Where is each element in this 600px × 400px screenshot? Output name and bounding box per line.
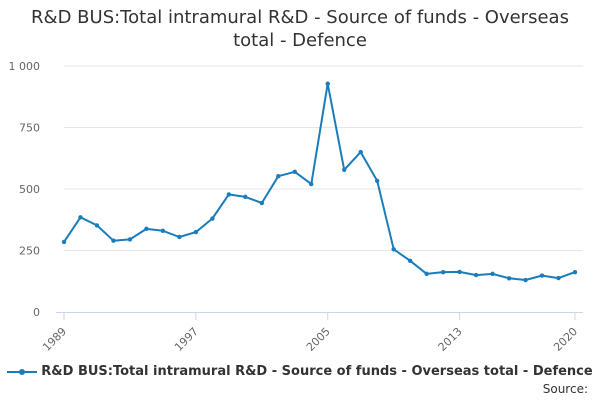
- data-point[interactable]: [78, 215, 83, 220]
- y-tick-label: 250: [19, 245, 40, 258]
- chart-title-line-2: total - Defence: [233, 30, 367, 51]
- legend-line-marker-icon: [7, 367, 38, 377]
- chart-title: R&D BUS:Total intramural R&D - Source of…: [0, 6, 600, 52]
- data-point[interactable]: [407, 258, 413, 264]
- chart-title-line-1: R&D BUS:Total intramural R&D - Source of…: [31, 7, 569, 28]
- data-point[interactable]: [342, 167, 347, 173]
- data-point[interactable]: [177, 234, 182, 240]
- data-point[interactable]: [160, 228, 166, 234]
- legend-label: R&D BUS:Total intramural R&D - Source of…: [41, 364, 593, 379]
- source-label: Source:: [542, 382, 588, 396]
- x-tick-label: 2005: [304, 325, 333, 354]
- series-group: [61, 81, 578, 283]
- data-point[interactable]: [144, 226, 149, 232]
- data-point[interactable]: [210, 216, 215, 221]
- y-tick-label: 0: [33, 306, 40, 319]
- data-point[interactable]: [440, 269, 446, 275]
- data-point[interactable]: [61, 239, 67, 245]
- y-axis: 0 250 500 750 1 000: [9, 60, 41, 319]
- data-point[interactable]: [94, 223, 100, 228]
- data-point[interactable]: [358, 149, 363, 155]
- data-point[interactable]: [111, 238, 116, 243]
- data-point[interactable]: [243, 194, 248, 200]
- data-point[interactable]: [309, 181, 314, 187]
- data-point[interactable]: [374, 178, 380, 184]
- data-point[interactable]: [127, 237, 133, 242]
- data-point[interactable]: [572, 269, 578, 275]
- data-point[interactable]: [473, 272, 479, 278]
- y-tick-label: 1 000: [9, 60, 41, 73]
- data-point[interactable]: [539, 273, 545, 278]
- data-point[interactable]: [391, 247, 396, 252]
- data-point[interactable]: [490, 271, 495, 277]
- x-tick-label: 2020: [551, 325, 580, 354]
- y-tick-label: 500: [19, 183, 40, 196]
- data-point[interactable]: [424, 271, 429, 277]
- data-point[interactable]: [523, 277, 528, 283]
- series-line: [63, 82, 576, 281]
- legend[interactable]: R&D BUS:Total intramural R&D - Source of…: [0, 364, 600, 379]
- x-tick-label: 2013: [436, 325, 465, 354]
- x-axis: 1989 1997 2005 2013 2020: [40, 312, 583, 354]
- data-point[interactable]: [292, 169, 297, 174]
- data-point[interactable]: [276, 174, 281, 179]
- x-tick-label: 1997: [172, 325, 201, 354]
- x-tick-label: 1989: [40, 325, 69, 354]
- data-point[interactable]: [193, 229, 199, 235]
- data-point[interactable]: [325, 81, 330, 86]
- data-point[interactable]: [506, 276, 512, 281]
- data-point[interactable]: [226, 192, 232, 197]
- gridlines: [64, 65, 583, 251]
- data-point[interactable]: [259, 200, 265, 206]
- data-point[interactable]: [556, 275, 561, 281]
- y-tick-label: 750: [19, 122, 40, 135]
- data-point[interactable]: [457, 269, 462, 275]
